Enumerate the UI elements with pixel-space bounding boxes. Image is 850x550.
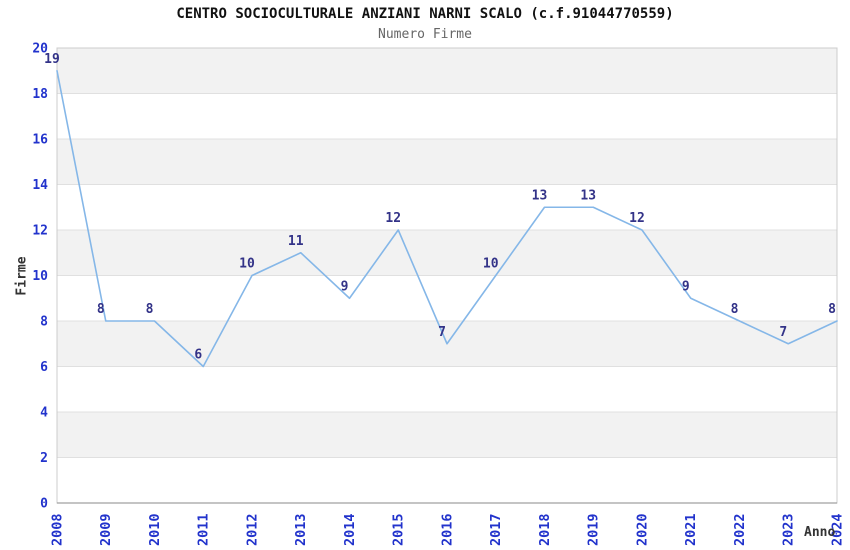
x-tick-label: 2022	[732, 513, 748, 546]
data-point-label: 7	[779, 325, 787, 340]
data-point-label: 9	[341, 279, 349, 294]
band-white	[57, 275, 837, 321]
data-point-label: 6	[194, 348, 202, 363]
data-point-label: 9	[682, 279, 690, 294]
data-point-label: 8	[97, 302, 105, 317]
y-tick-label: 6	[40, 360, 48, 375]
data-point-label: 11	[288, 234, 304, 249]
x-tick-label: 2015	[391, 513, 407, 546]
x-tick-label: 2012	[244, 513, 260, 546]
data-point-label: 8	[828, 302, 836, 317]
y-axis-title: Firme	[14, 256, 30, 296]
data-point-label: 10	[239, 257, 255, 272]
data-point-label: 12	[629, 211, 645, 226]
data-point-label: 12	[385, 211, 401, 226]
data-point-label: 13	[532, 188, 548, 203]
y-tick-label: 4	[40, 406, 48, 421]
data-point-label: 19	[44, 52, 60, 67]
y-tick-label: 16	[32, 133, 48, 148]
x-tick-label: 2010	[147, 513, 163, 546]
chart-subtitle: Numero Firme	[378, 27, 472, 42]
x-tick-label: 2014	[342, 513, 358, 546]
x-tick-label: 2021	[683, 513, 699, 546]
data-point-label: 8	[146, 302, 154, 317]
y-tick-label: 2	[40, 451, 48, 466]
x-tick-label: 2019	[586, 513, 602, 546]
x-tick-label: 2017	[488, 513, 504, 546]
x-tick-label: 2009	[98, 513, 114, 546]
y-tick-label: 12	[32, 224, 48, 239]
band-gray	[57, 48, 837, 94]
y-tick-label: 0	[40, 497, 48, 512]
band-white	[57, 366, 837, 412]
x-tick-label: 2020	[634, 513, 650, 546]
y-tick-label: 14	[32, 178, 48, 193]
y-tick-label: 8	[40, 315, 48, 330]
data-point-label: 13	[580, 188, 596, 203]
x-tick-label: 2016	[439, 513, 455, 546]
x-tick-label: 2023	[781, 513, 797, 546]
x-tick-label: 2018	[537, 513, 553, 546]
band-white	[57, 457, 837, 503]
y-tick-label: 20	[32, 42, 48, 57]
band-gray	[57, 412, 837, 458]
band-gray	[57, 230, 837, 276]
x-tick-label: 2011	[196, 513, 212, 546]
data-line	[56, 69, 838, 368]
chart-title: CENTRO SOCIOCULTURALE ANZIANI NARNI SCAL…	[176, 6, 674, 22]
x-tick-label: 2008	[49, 513, 65, 546]
band-white	[57, 184, 837, 230]
data-point-label: 7	[438, 325, 446, 340]
x-tick-label: 2013	[293, 513, 309, 546]
y-tick-label: 18	[32, 87, 48, 102]
data-point-label: 10	[483, 257, 499, 272]
band-gray	[57, 139, 837, 185]
data-point-label: 8	[731, 302, 739, 317]
x-tick-label: 2024	[829, 513, 845, 546]
y-tick-label: 10	[32, 269, 48, 284]
band-white	[57, 93, 837, 139]
x-axis-title: Anno	[804, 525, 836, 540]
